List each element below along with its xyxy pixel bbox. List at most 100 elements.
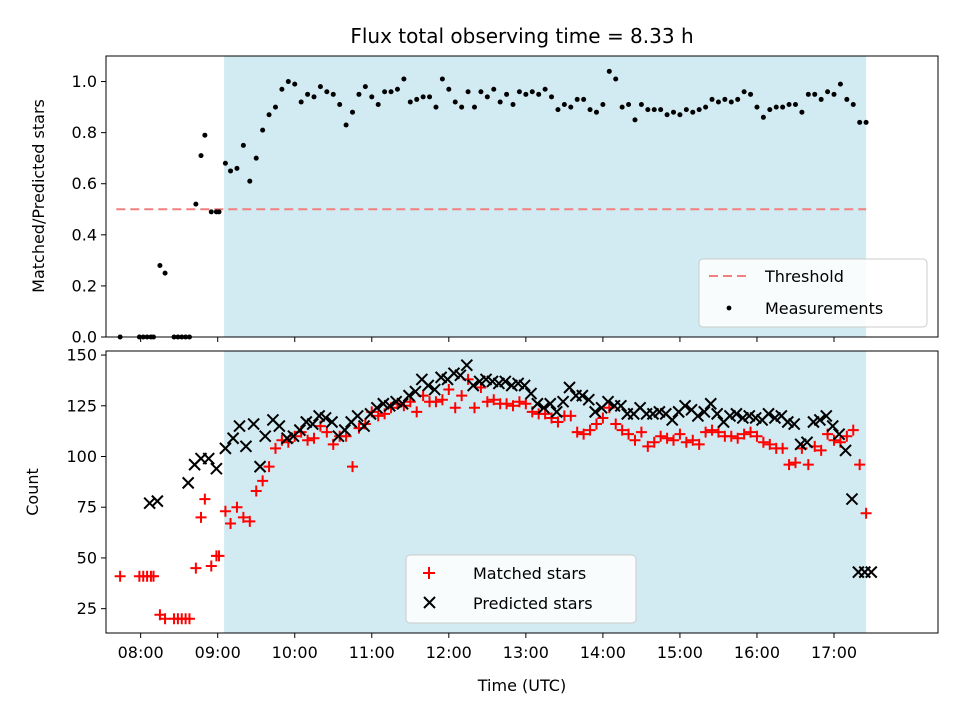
- measurement-point: [198, 153, 204, 159]
- measurement-point: [593, 109, 599, 115]
- matched-star-point: [513, 396, 525, 408]
- matched-star-point: [680, 436, 692, 448]
- measurement-point: [510, 102, 516, 108]
- measurement-point: [754, 104, 760, 110]
- matched-star-point: [520, 398, 532, 410]
- matched-star-point: [237, 511, 249, 523]
- matched-star-point: [828, 434, 840, 446]
- measurement-point: [401, 76, 407, 82]
- measurement-point: [266, 112, 272, 118]
- matched-star-point: [302, 434, 314, 446]
- measurement-point: [337, 102, 343, 108]
- matched-star-point: [623, 428, 635, 440]
- measurement-point: [375, 102, 381, 108]
- predicted-star-point: [499, 375, 512, 388]
- x-tick-label: 13:00: [503, 643, 549, 662]
- top-x-ticks: [140, 337, 835, 342]
- measurement-point: [767, 107, 773, 113]
- measurement-point: [581, 96, 587, 102]
- matched-star-point: [802, 459, 814, 471]
- measurement-point: [491, 86, 497, 92]
- measurement-point: [529, 89, 535, 95]
- x-tick-label: 10:00: [272, 643, 318, 662]
- bottom-y-tick-label: 50: [77, 548, 97, 567]
- matched-star-point: [183, 613, 195, 625]
- matched-star-point: [764, 438, 776, 450]
- measurement-point: [792, 102, 798, 108]
- measurement-point: [356, 91, 362, 97]
- matched-star-point: [655, 430, 667, 442]
- matched-star-point: [712, 426, 724, 438]
- matched-star-point: [777, 442, 789, 454]
- matched-star-point: [308, 432, 320, 444]
- predicted-star-point: [691, 409, 705, 423]
- bottom-axes-frame: [105, 350, 939, 634]
- top-legend-box: [698, 258, 928, 328]
- legend-threshold-label: Threshold: [764, 267, 844, 286]
- legend-matched-label: Matched stars: [473, 564, 586, 583]
- predicted-points: [143, 358, 878, 579]
- measurement-point: [311, 94, 317, 100]
- predicted-star-point: [678, 399, 692, 412]
- matched-star-point: [578, 428, 590, 440]
- matched-star-point: [436, 394, 448, 406]
- predicted-star-point: [396, 397, 409, 410]
- predicted-star-point: [273, 419, 286, 433]
- bottom-y-tick-label: 75: [77, 498, 97, 517]
- matched-star-point: [199, 493, 211, 505]
- measurement-point: [253, 155, 259, 161]
- measurement-point: [632, 117, 638, 123]
- matched-star-point: [411, 406, 423, 418]
- legend-predicted-label: Predicted stars: [473, 594, 593, 613]
- matched-star-point: [815, 444, 827, 456]
- matched-star-point: [745, 426, 757, 438]
- matched-star-point: [546, 412, 558, 424]
- top-y-tick-label: 1.0: [72, 72, 97, 91]
- measurement-point: [382, 89, 388, 95]
- matched-star-point: [668, 434, 680, 446]
- predicted-star-point: [576, 389, 589, 402]
- matched-star-point: [700, 426, 712, 438]
- measurement-point: [638, 102, 644, 108]
- matched-star-point: [244, 515, 256, 527]
- measurement-point: [471, 104, 477, 110]
- count-panel: 25 50 75 100 125 150 08:00 09:00 10:00 11:00 12:0…: [23, 346, 939, 695]
- measurement-point: [690, 109, 696, 115]
- predicted-star-point: [518, 379, 531, 392]
- measurement-point: [420, 94, 426, 100]
- predicted-star-point: [383, 399, 396, 412]
- matched-star-point: [443, 384, 455, 396]
- measurement-point: [369, 94, 375, 100]
- measurement-point: [812, 91, 818, 97]
- predicted-star-point: [370, 401, 384, 415]
- x-tick-label: 17:00: [811, 643, 857, 662]
- matched-star-point: [789, 457, 801, 469]
- matched-star-point: [430, 396, 442, 408]
- matched-star-point: [616, 424, 628, 436]
- predicted-star-point: [544, 397, 557, 410]
- predicted-star-point: [143, 496, 156, 510]
- predicted-star-point: [409, 385, 422, 398]
- predicted-star-point: [839, 444, 852, 457]
- predicted-star-point: [710, 407, 724, 421]
- measurement-point: [741, 89, 747, 95]
- predicted-star-point: [319, 411, 332, 425]
- matched-star-point: [231, 501, 243, 513]
- matched-star-point: [481, 396, 493, 408]
- measurement-point: [613, 76, 619, 82]
- top-y-tick-label: 0.4: [72, 225, 97, 244]
- measurement-point: [292, 81, 298, 87]
- top-y-ticks: 0.0 0.2 0.4 0.6 0.8 1.0: [72, 72, 106, 347]
- measurement-point: [208, 209, 214, 215]
- predicted-star-point: [357, 419, 371, 433]
- matched-star-point: [195, 511, 207, 523]
- measurement-point: [516, 89, 522, 95]
- bottom-y-tick-label: 100: [66, 447, 97, 466]
- predicted-star-point: [338, 423, 352, 437]
- measurement-point: [728, 99, 734, 105]
- measurement-point: [818, 96, 824, 102]
- matched-star-point: [114, 570, 126, 582]
- matched-star-point: [225, 517, 237, 529]
- matched-star-point: [732, 432, 744, 444]
- predicted-star-point: [550, 405, 563, 419]
